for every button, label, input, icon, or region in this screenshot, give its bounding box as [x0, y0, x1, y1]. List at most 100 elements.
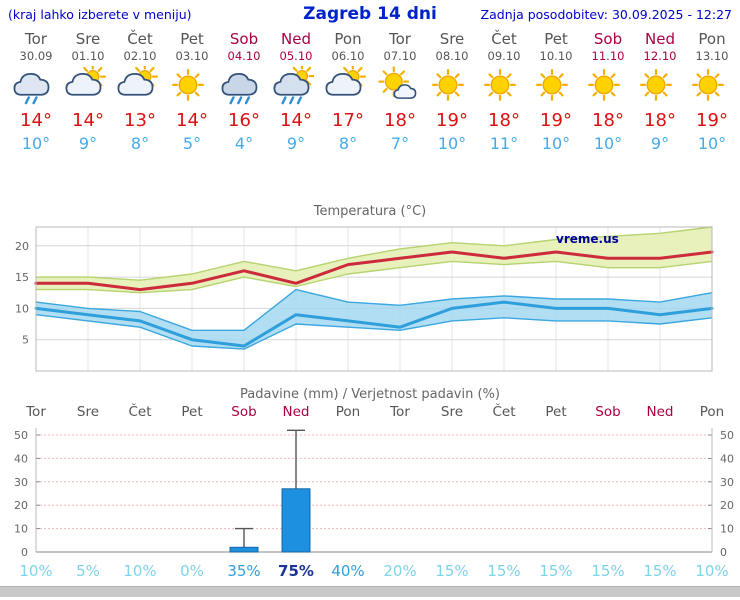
page-title: Zagreb 14 dni — [303, 4, 437, 24]
precipitation-chart-block: Padavine (mm) / Verjetnost padavin (%) T… — [0, 387, 740, 584]
day-name: Čet — [127, 30, 153, 48]
high-temp: 18° — [488, 110, 520, 131]
day-column-01.10[interactable]: Sre 01.10 14° 9° — [62, 26, 114, 153]
day-column-10.10[interactable]: Pet 10.10 19° 10° — [530, 26, 582, 153]
day-date: 10.10 — [539, 49, 573, 63]
precip-day-label: Sre — [441, 404, 463, 420]
sunny-icon — [478, 66, 530, 110]
day-column-02.10[interactable]: Čet 02.10 13° 8° — [114, 26, 166, 153]
precip-probability: 0% — [180, 562, 204, 580]
day-column-12.10[interactable]: Ned 12.10 18° 9° — [634, 26, 686, 153]
precipitation-chart-title: Padavine (mm) / Verjetnost padavin (%) — [240, 387, 500, 402]
day-date: 13.10 — [695, 49, 729, 63]
svg-text:20: 20 — [720, 499, 734, 512]
day-date: 03.10 — [175, 49, 209, 63]
min-temp-line — [34, 300, 714, 348]
precip-day-label: Pon — [336, 404, 360, 420]
sun-cloud-icon — [114, 66, 166, 110]
precip-day-label: Pet — [545, 404, 566, 420]
sunny-icon — [530, 66, 582, 110]
precip-day-label: Tor — [25, 404, 46, 420]
precip-day-label: Sob — [595, 404, 620, 420]
day-column-09.10[interactable]: Čet 09.10 18° 11° — [478, 26, 530, 153]
svg-text:10: 10 — [15, 302, 29, 315]
day-column-11.10[interactable]: Sob 11.10 18° 10° — [582, 26, 634, 153]
svg-text:30: 30 — [720, 476, 734, 489]
high-temp: 19° — [696, 110, 728, 131]
sunny-icon — [634, 66, 686, 110]
precip-day-label: Čet — [128, 402, 151, 420]
low-temp: 9° — [286, 134, 306, 153]
low-temp: 11° — [489, 134, 519, 153]
precip-bar — [229, 546, 259, 553]
day-name: Pet — [180, 30, 204, 48]
precip-day-label: Sob — [231, 404, 256, 420]
day-date: 07.10 — [383, 49, 417, 63]
precip-whisker — [287, 429, 305, 489]
high-temp: 13° — [124, 110, 156, 131]
svg-text:15: 15 — [15, 271, 29, 284]
svg-text:0: 0 — [720, 546, 727, 559]
temperature-chart-block: Temperatura (°C) 5 10 15 20 vreme.us — [0, 204, 740, 379]
day-column-04.10[interactable]: Sob 04.10 16° 4° — [218, 26, 270, 153]
day-name: Ned — [645, 30, 675, 48]
low-temp: 8° — [338, 134, 358, 153]
high-temp: 14° — [280, 110, 312, 131]
precip-day-label: Čet — [492, 402, 515, 420]
high-temp: 19° — [540, 110, 572, 131]
precip-probability: 10% — [123, 562, 156, 580]
day-column-07.10[interactable]: Tor 07.10 18° 7° — [374, 26, 426, 153]
svg-text:30: 30 — [14, 476, 28, 489]
low-temp: 7° — [390, 134, 410, 153]
svg-text:50: 50 — [14, 429, 28, 442]
low-temp: 5° — [182, 134, 202, 153]
high-temp: 18° — [384, 110, 416, 131]
footer-bar — [0, 586, 740, 597]
day-column-13.10[interactable]: Pon 13.10 19° 10° — [686, 26, 738, 153]
day-name: Ned — [281, 30, 311, 48]
day-name: Sre — [75, 30, 101, 48]
precip-day-label: Pon — [700, 404, 724, 420]
low-temp: 9° — [78, 134, 98, 153]
precip-day-label: Pet — [181, 404, 202, 420]
precip-probability: 15% — [435, 562, 468, 580]
precip-day-label: Ned — [647, 404, 674, 420]
svg-text:50: 50 — [720, 429, 734, 442]
last-updated: Zadnja posodobitev: 30.09.2025 - 12:27 — [480, 7, 732, 22]
precip-probability: 20% — [383, 562, 416, 580]
precip-probability: 15% — [539, 562, 572, 580]
precipitation-chart: Tor Sre Čet Pet Sob Ned Pon Tor Sre Čet Pet Sob Ned P… — [14, 402, 734, 580]
header: (kraj lahko izberete v meniju) Zagreb 14… — [0, 0, 740, 26]
rain-sun-icon — [270, 66, 322, 110]
low-temp: 10° — [697, 134, 727, 153]
temperature-chart: 5 10 15 20 vreme.us — [15, 226, 714, 372]
day-date: 11.10 — [591, 49, 625, 63]
low-temp: 4° — [234, 134, 254, 153]
day-name: Tor — [389, 30, 411, 48]
day-date: 09.10 — [487, 49, 521, 63]
precip-probability: 35% — [227, 562, 260, 580]
day-column-03.10[interactable]: Pet 03.10 14° 5° — [166, 26, 218, 153]
day-date: 02.10 — [123, 49, 157, 63]
sunny-icon — [582, 66, 634, 110]
day-column-08.10[interactable]: Sre 08.10 19° 10° — [426, 26, 478, 153]
low-temp: 10° — [541, 134, 571, 153]
sunny-icon — [166, 66, 218, 110]
temperature-chart-title: Temperatura (°C) — [313, 204, 427, 219]
day-column-30.09[interactable]: Tor 30.09 14° 10° — [10, 26, 62, 153]
high-temp: 14° — [72, 110, 104, 131]
watermark: vreme.us — [556, 232, 619, 246]
day-column-05.10[interactable]: Ned 05.10 14° 9° — [270, 26, 322, 153]
precip-probability: 15% — [591, 562, 624, 580]
precip-day-label: Ned — [283, 404, 310, 420]
precip-probability: 10% — [695, 562, 728, 580]
day-column-06.10[interactable]: Pon 06.10 17° 8° — [322, 26, 374, 153]
mostly-sunny-icon — [374, 66, 426, 110]
precip-probability: 10% — [19, 562, 52, 580]
day-date: 08.10 — [435, 49, 469, 63]
day-name: Pet — [544, 30, 568, 48]
day-name: Tor — [25, 30, 47, 48]
svg-text:10: 10 — [720, 523, 734, 536]
low-temp: 9° — [650, 134, 670, 153]
